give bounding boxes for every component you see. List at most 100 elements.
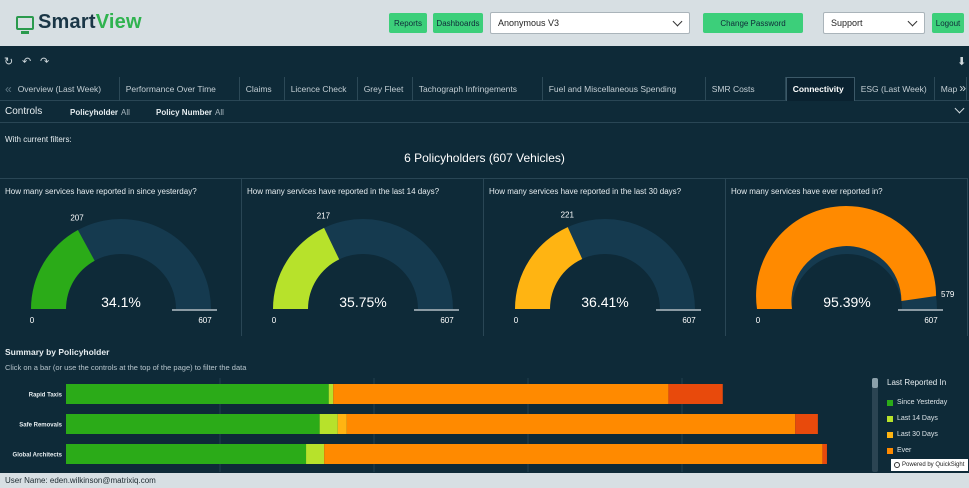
policyholder-control[interactable]: Policyholder All xyxy=(70,108,130,117)
gauge-percent: 95.39% xyxy=(823,294,870,310)
gauge-question: How many services have reported in since… xyxy=(5,187,197,196)
bar-segment[interactable] xyxy=(324,444,823,464)
gauge-max-label: 607 xyxy=(440,316,454,325)
bar-segment[interactable] xyxy=(333,384,669,404)
gauge-percent: 36.41% xyxy=(581,294,628,310)
gauge-value-label: 217 xyxy=(317,211,331,220)
legend-swatch xyxy=(887,415,893,422)
tab-overview-last-week[interactable]: Overview (Last Week) xyxy=(12,76,120,101)
gauge-percent: 34.1% xyxy=(101,294,141,310)
redo-icon[interactable]: ↷ xyxy=(40,56,50,68)
chevron-down-icon[interactable] xyxy=(954,103,965,114)
controls-bar: Controls Policyholder All Policy Number Al… xyxy=(0,101,969,123)
chevron-down-icon xyxy=(672,16,683,27)
change-password-button[interactable]: Change Password xyxy=(703,13,803,33)
bar-segment[interactable] xyxy=(66,384,329,404)
bar-segment[interactable] xyxy=(346,414,796,434)
legend-swatch xyxy=(887,431,893,438)
gauge-fill xyxy=(756,206,937,309)
chart-legend: Last Reported In Since Yesterday Last 14 … xyxy=(870,378,969,472)
tab-map[interactable]: Map xyxy=(935,76,967,101)
gauge-panel[interactable]: How many services have reported in the l… xyxy=(242,178,484,336)
tab-esg-last-week[interactable]: ESG (Last Week) xyxy=(855,76,935,101)
summary-title: 6 Policyholders (607 Vehicles) xyxy=(404,151,565,165)
quicksight-badge: Powered by QuickSight xyxy=(891,459,968,471)
logout-button[interactable]: Logout xyxy=(932,13,964,33)
gauge-panel[interactable]: How many services have reported in since… xyxy=(0,178,242,336)
policy-number-control[interactable]: Policy Number All xyxy=(156,108,224,117)
gauge-question: How many services have reported in the l… xyxy=(489,187,682,196)
gauge-min-label: 0 xyxy=(272,316,277,325)
bar-segment[interactable] xyxy=(319,414,338,434)
gauge-value-label: 579 xyxy=(941,290,955,299)
gauge-fill xyxy=(273,227,340,309)
dashboards-button[interactable]: Dashboards xyxy=(433,13,483,33)
gauge-svg: 217 35.75% 0 607 xyxy=(272,211,459,325)
gauge-min-label: 0 xyxy=(30,316,35,325)
gauge-fill xyxy=(31,229,95,309)
legend-item[interactable]: Ever xyxy=(887,447,911,454)
reports-button[interactable]: Reports xyxy=(389,13,427,33)
bar-chart-svg: Rapid Taxis Safe Removals Global Architect… xyxy=(13,378,827,472)
dashboard-select[interactable]: Anonymous V3 xyxy=(490,12,690,34)
legend-label: Last 30 Days xyxy=(897,431,938,438)
bar-segment[interactable] xyxy=(306,444,325,464)
monitor-icon xyxy=(16,15,34,34)
bar-segment[interactable] xyxy=(822,444,827,464)
gauge-panel[interactable]: How many services have ever reported in?… xyxy=(726,178,968,336)
gauge-max-label: 607 xyxy=(198,316,212,325)
gauge-panel[interactable]: How many services have reported in the l… xyxy=(484,178,726,336)
gauge-value-label: 207 xyxy=(70,214,84,223)
legend-swatch xyxy=(887,399,893,406)
tab-licence-check[interactable]: Licence Check xyxy=(285,76,358,101)
gauge-value-label: 221 xyxy=(561,211,575,220)
tab-connectivity[interactable]: Connectivity xyxy=(785,76,855,101)
tab-claims[interactable]: Claims xyxy=(240,76,285,101)
toolbar: ↻ ↶ ↷ ⬇ xyxy=(0,50,969,72)
bar-segment[interactable] xyxy=(795,414,818,434)
gauge-question: How many services have reported in the l… xyxy=(247,187,440,196)
tabs-scroll-left-icon[interactable]: « xyxy=(5,81,12,96)
bar-segment[interactable] xyxy=(66,414,320,434)
policyholder-bar-chart[interactable]: Rapid Taxis Safe Removals Global Architect… xyxy=(0,378,860,472)
category-label: Rapid Taxis xyxy=(29,393,63,399)
legend-swatch xyxy=(887,447,893,454)
legend-label: Last 14 Days xyxy=(897,415,938,422)
bar-segment[interactable] xyxy=(66,444,307,464)
footer-user: User Name: eden.wilkinson@matrixiq.com xyxy=(0,473,969,488)
gauge-svg: 579 95.39% 0 607 xyxy=(756,206,955,325)
tab-grey-fleet[interactable]: Grey Fleet xyxy=(358,76,413,101)
support-select-value: Support xyxy=(831,18,863,28)
bar-segment[interactable] xyxy=(668,384,723,404)
smartview-logo[interactable]: SmartView xyxy=(16,11,142,34)
top-bar: SmartView Reports Dashboards Anonymous V… xyxy=(0,0,969,46)
legend-item[interactable]: Since Yesterday xyxy=(887,399,947,406)
bar-segment[interactable] xyxy=(337,414,347,434)
legend-label: Ever xyxy=(897,447,912,454)
tabs-scroll-right-icon[interactable]: » xyxy=(959,81,966,95)
legend-scrollbar[interactable] xyxy=(872,378,878,472)
legend-item[interactable]: Last 14 Days xyxy=(887,415,938,422)
logo-text: SmartView xyxy=(38,11,142,33)
tab-smr-costs[interactable]: SMR Costs xyxy=(706,76,786,101)
quicksight-icon xyxy=(894,462,900,468)
dashboard-select-value: Anonymous V3 xyxy=(498,18,560,28)
reset-icon[interactable]: ↻ xyxy=(4,56,14,68)
download-icon[interactable]: ⬇ xyxy=(957,56,967,68)
tab-tachograph-infringements[interactable]: Tachograph Infringements xyxy=(413,76,543,101)
category-label: Safe Removals xyxy=(19,423,62,429)
tab-performance-over-time[interactable]: Performance Over Time xyxy=(120,76,240,101)
bar-segment[interactable] xyxy=(328,384,334,404)
gauge-max-label: 607 xyxy=(682,316,696,325)
tab-fuel-and-miscellaneous-spending[interactable]: Fuel and Miscellaneous Spending xyxy=(543,76,706,101)
legend-item[interactable]: Last 30 Days xyxy=(887,431,938,438)
legend-title: Last Reported In xyxy=(887,378,947,387)
undo-icon[interactable]: ↶ xyxy=(22,56,32,68)
summary-by-policyholder-title: Summary by Policyholder xyxy=(5,347,110,357)
legend-label: Since Yesterday xyxy=(897,399,948,406)
gauge-svg: 221 36.41% 0 607 xyxy=(514,211,701,325)
filters-label: With current filters: xyxy=(5,135,72,144)
gauge-max-label: 607 xyxy=(924,316,938,325)
category-label: Global Architects xyxy=(13,453,63,459)
support-select[interactable]: Support xyxy=(823,12,925,34)
